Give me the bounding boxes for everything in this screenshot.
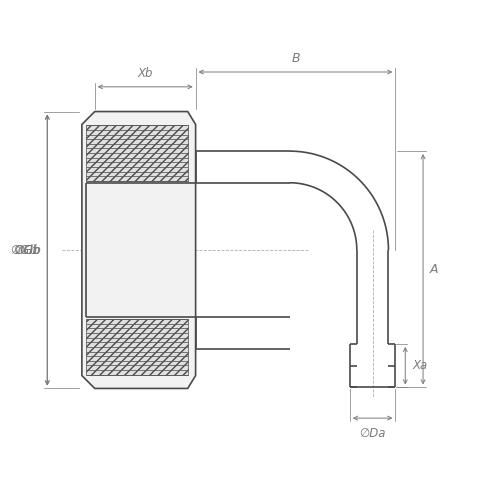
Text: ∅Da: ∅Da — [360, 427, 386, 440]
Text: B: B — [291, 52, 300, 65]
Text: ∅Gb: ∅Gb — [14, 244, 40, 256]
Text: ∅Gb: ∅Gb — [14, 244, 42, 256]
Polygon shape — [86, 319, 188, 374]
Text: ∅Gb: ∅Gb — [10, 244, 38, 256]
Text: Xb: Xb — [138, 67, 153, 80]
Polygon shape — [82, 112, 196, 388]
Text: A: A — [430, 263, 438, 276]
Text: Xa: Xa — [412, 359, 428, 372]
Polygon shape — [86, 126, 188, 181]
